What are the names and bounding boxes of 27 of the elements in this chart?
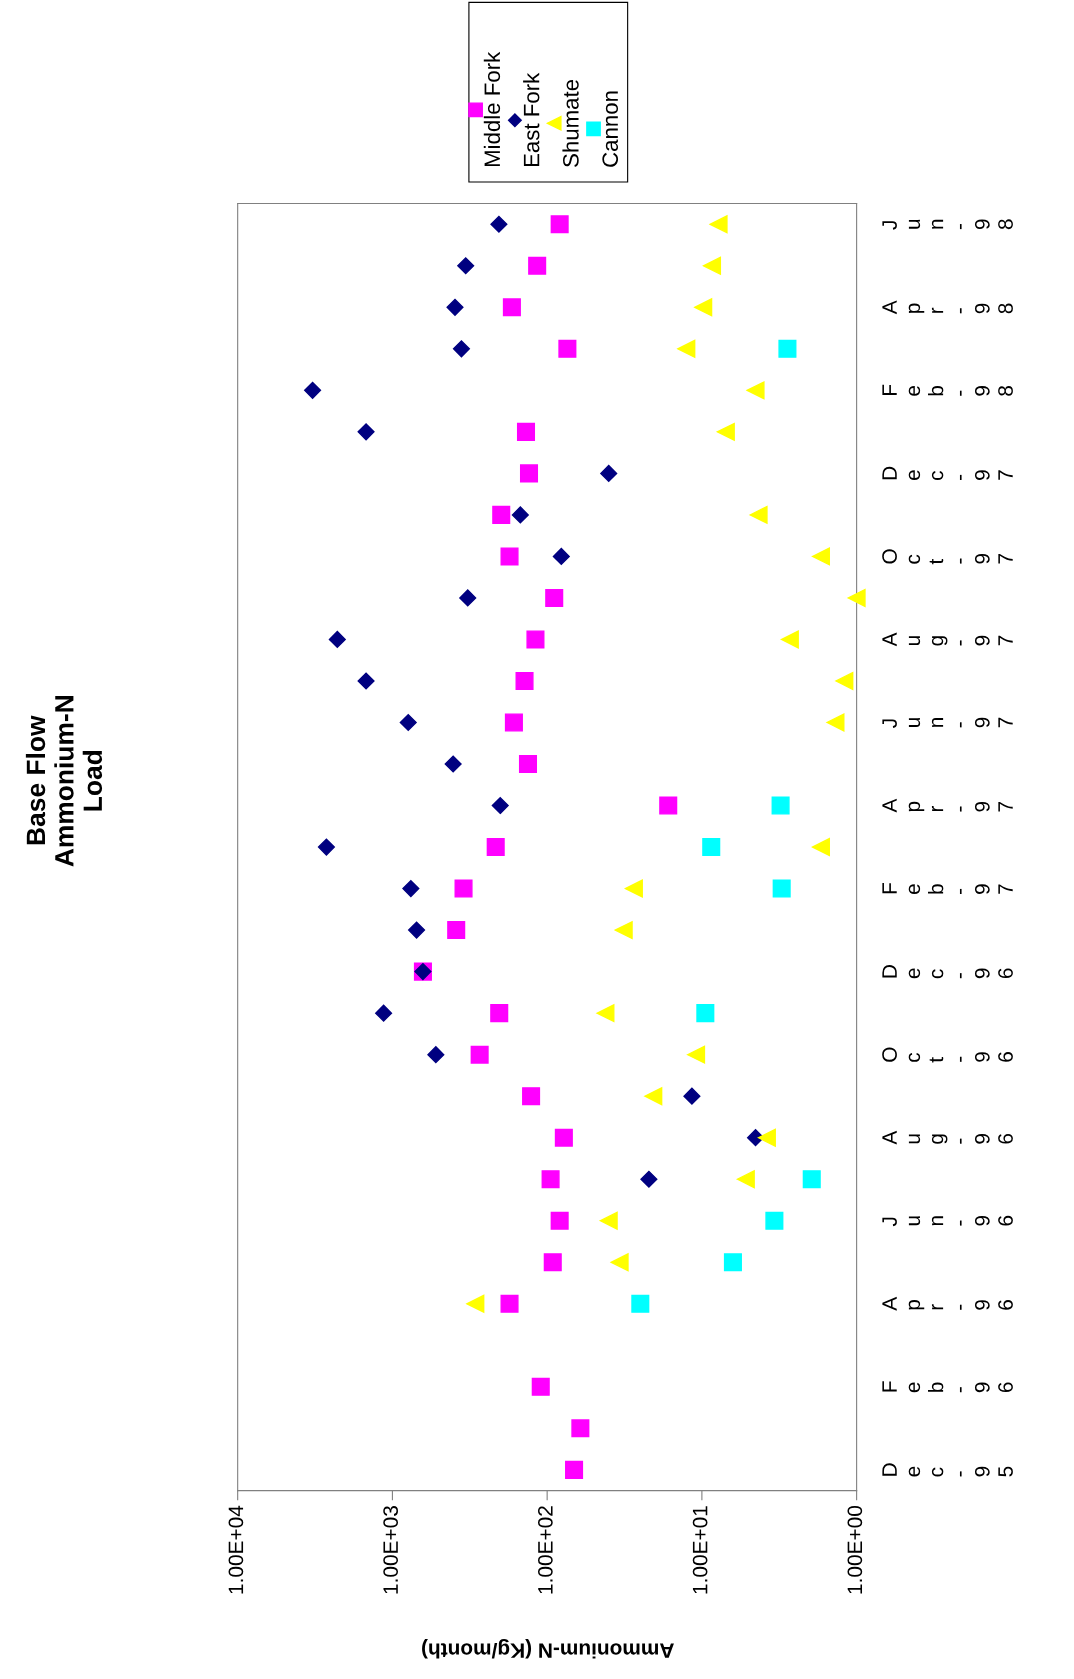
y-tick-label: Aug-96 bbox=[882, 1130, 1013, 1145]
y-tick-label: Jun-98 bbox=[882, 219, 1013, 230]
legend-label: East Fork bbox=[523, 72, 540, 167]
text: Base Flow Ammonium-N Load bbox=[25, 696, 103, 867]
legend-label: Middle Fork bbox=[483, 51, 501, 167]
legend-label: Shumate bbox=[562, 79, 579, 167]
x-tick-label: 1.00E+02 bbox=[537, 1506, 553, 1594]
y-tick-label: Jun-97 bbox=[882, 717, 1013, 728]
x-tick-label: 1.00E+01 bbox=[692, 1506, 708, 1594]
x-tick-label: 1.00E+00 bbox=[847, 1506, 863, 1594]
y-tick-label: Oct-97 bbox=[882, 549, 1013, 565]
y-tick-label: Apr-97 bbox=[882, 798, 1013, 813]
y-tick-label: Apr-96 bbox=[882, 1296, 1013, 1311]
y-tick-label: Dec-96 bbox=[882, 965, 1013, 979]
y-tick-label: Apr-98 bbox=[882, 300, 1013, 315]
y-tick-label: Jun-96 bbox=[882, 1215, 1013, 1227]
y-tick-label: Feb-96 bbox=[882, 1381, 1013, 1393]
x-tick-label: 1.00E+04 bbox=[228, 1505, 244, 1594]
y-tick-label: Feb-98 bbox=[882, 384, 1013, 396]
y-tick-label: Oct-96 bbox=[882, 1047, 1013, 1063]
y-tick-label: Dec-95 bbox=[882, 1463, 1013, 1477]
x-axis-title: Ammonium-N (Kg/month) bbox=[422, 1639, 674, 1659]
y-tick-label: Aug-97 bbox=[882, 632, 1013, 647]
y-tick-label: Dec-97 bbox=[882, 466, 1013, 481]
y-tick-label: Feb-97 bbox=[882, 883, 1013, 895]
legend-label: Cannon bbox=[602, 91, 619, 167]
x-tick-label: 1.00E+03 bbox=[383, 1506, 399, 1594]
